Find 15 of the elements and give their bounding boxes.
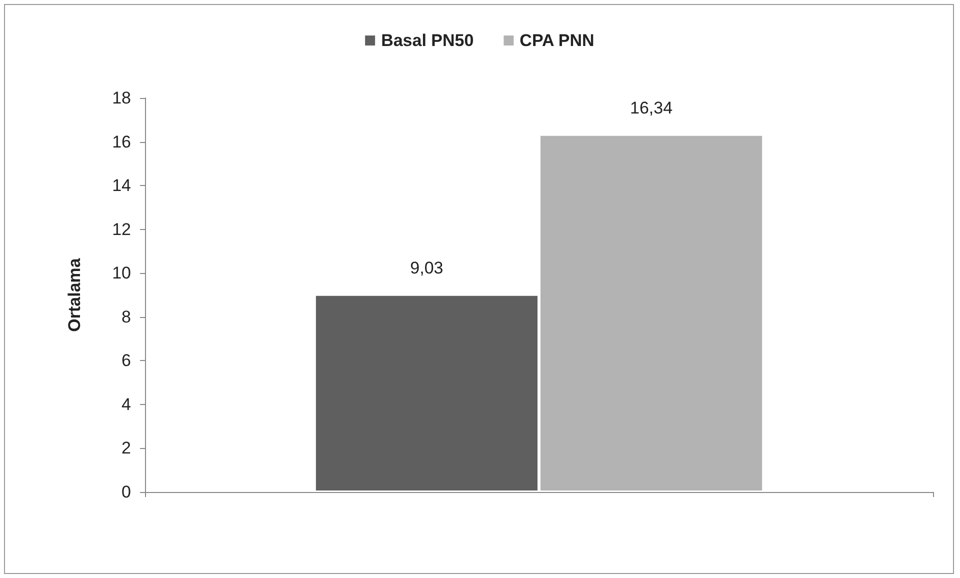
y-tick-label: 6 bbox=[122, 351, 131, 370]
y-tick-label: 4 bbox=[122, 394, 131, 414]
y-axis-title: Ortalama bbox=[65, 258, 84, 332]
y-tick-label: 16 bbox=[112, 132, 131, 152]
y-tick-label: 8 bbox=[122, 307, 131, 326]
y-tick-label: 2 bbox=[122, 438, 131, 458]
y-tick-label: 18 bbox=[112, 88, 131, 108]
data-label: 9,03 bbox=[410, 258, 444, 278]
data-label: 16,34 bbox=[630, 98, 673, 118]
y-tick-label: 14 bbox=[112, 176, 131, 196]
legend-label: CPA PNN bbox=[520, 31, 594, 50]
y-tick-label: 12 bbox=[112, 220, 131, 239]
y-tick-label: 0 bbox=[122, 482, 131, 502]
legend-label: Basal PN50 bbox=[381, 31, 474, 50]
y-tick-label: 10 bbox=[112, 264, 131, 283]
